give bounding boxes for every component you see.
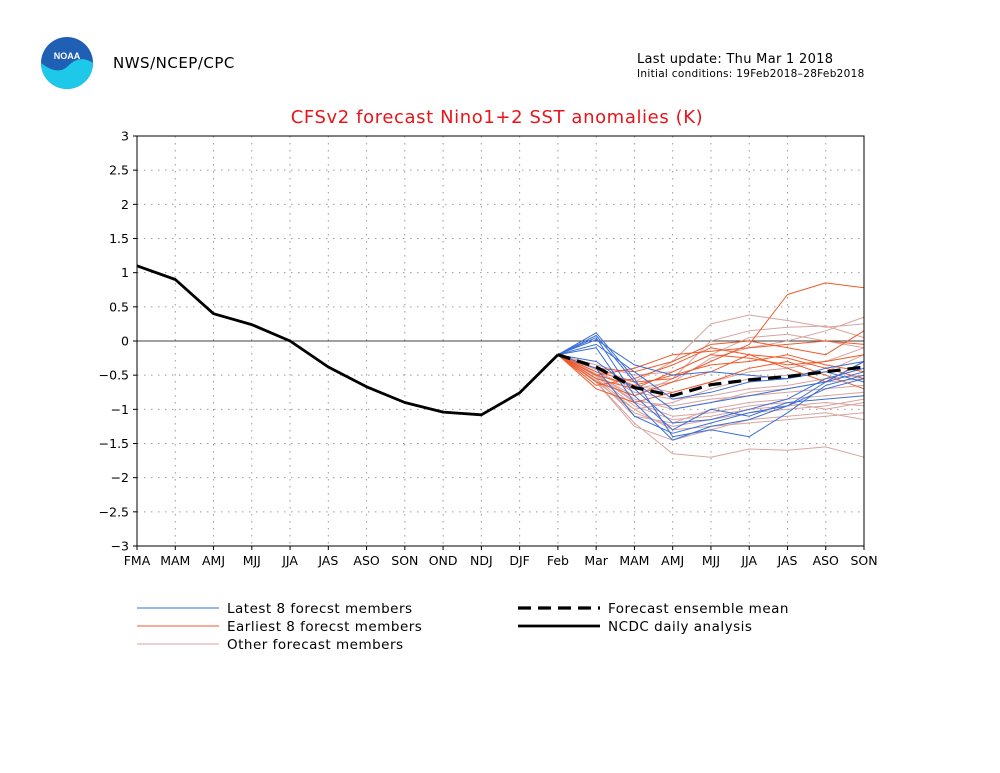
x-tick-label: JAS <box>776 553 797 568</box>
x-tick-label: MAM <box>160 553 190 568</box>
legend-label-mean: Forecast ensemble mean <box>608 601 789 617</box>
y-tick-label: 3 <box>121 129 129 144</box>
agency-label: NWS/NCEP/CPC <box>113 54 235 72</box>
y-tick-label: 2.5 <box>109 163 129 178</box>
y-tick-label: 1 <box>121 265 129 280</box>
x-tick-label: AMJ <box>661 553 684 568</box>
earliest-member-line <box>557 354 865 386</box>
other-member-line <box>557 316 865 390</box>
x-tick-label: SON <box>850 553 877 568</box>
x-tick-label: JJA <box>740 553 757 568</box>
legend-label-analysis: NCDC daily analysis <box>608 619 752 635</box>
legend-label-other: Other forecast members <box>227 637 404 653</box>
y-tick-label: 1.5 <box>109 231 129 246</box>
chart-title: CFSv2 forecast Nino1+2 SST anomalies (K) <box>291 107 704 128</box>
latest-member-line <box>557 354 865 424</box>
legend-label-earliest: Earliest 8 forecst members <box>227 619 422 635</box>
x-tick-label: Mar <box>584 553 608 568</box>
latest-member-line <box>557 354 865 434</box>
x-tick-label: OND <box>429 553 458 568</box>
x-tick-label: MAM <box>619 553 649 568</box>
last-update: Last update: Thu Mar 1 2018 <box>637 52 834 67</box>
latest-member-line <box>557 347 865 441</box>
y-tick-label: −3 <box>111 539 129 554</box>
ensemble-mean-line <box>557 353 865 398</box>
y-tick-label: −2 <box>111 470 129 485</box>
grid <box>137 136 864 546</box>
x-tick-label: ASO <box>353 553 379 568</box>
earliest-member-line <box>557 340 865 376</box>
latest-member-line <box>557 343 865 400</box>
x-tick-label: ASO <box>813 553 839 568</box>
analysis-line <box>136 264 559 417</box>
earliest-member-line <box>557 354 865 403</box>
y-tick-label: −1.5 <box>99 436 129 451</box>
x-tick-label: JAS <box>317 553 338 568</box>
y-tick-label: 0 <box>121 334 129 349</box>
y-tick-label: −1 <box>111 402 129 417</box>
y-tick-label: 2 <box>121 197 129 212</box>
initial-conditions: Initial conditions: 19Feb2018–28Feb2018 <box>637 68 865 80</box>
x-tick-label: MJJ <box>243 553 261 568</box>
logo-text: NOAA <box>54 51 81 61</box>
noaa-logo: NOAA <box>41 37 93 89</box>
x-tick-label: MJJ <box>702 553 720 568</box>
x-tick-label: FMA <box>124 553 151 568</box>
legend-label-latest: Latest 8 forecst members <box>227 601 413 617</box>
series-layer <box>136 264 865 458</box>
latest-member-line <box>557 335 865 410</box>
x-tick-label: DJF <box>509 553 530 568</box>
x-tick-label: AMJ <box>202 553 225 568</box>
x-tick-label: Feb <box>547 553 569 568</box>
y-tick-label: 0.5 <box>109 299 129 314</box>
earliest-member-line <box>557 347 865 386</box>
earliest-member-line <box>557 330 865 373</box>
legend: Latest 8 forecst members Earliest 8 forec… <box>137 601 789 653</box>
x-tick-label: JJA <box>281 553 298 568</box>
other-member-line <box>557 354 865 458</box>
earliest-member-line <box>557 282 865 383</box>
latest-member-line <box>557 337 865 431</box>
x-tick-label: SON <box>391 553 418 568</box>
y-tick-label: −2.5 <box>99 504 129 519</box>
x-tick-label: NDJ <box>470 553 493 568</box>
y-tick-label: −0.5 <box>99 368 129 383</box>
earliest-member-line <box>557 354 865 390</box>
